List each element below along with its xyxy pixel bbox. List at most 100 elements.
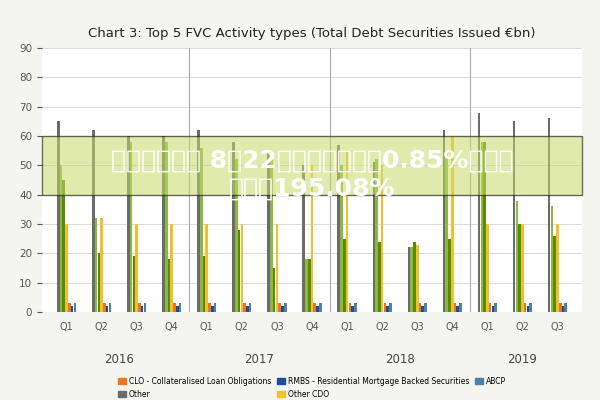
Bar	[346, 151, 349, 312]
Bar	[343, 239, 346, 312]
Bar	[103, 303, 106, 312]
Bar	[486, 224, 488, 312]
Bar	[548, 118, 550, 312]
Bar	[389, 303, 392, 312]
Text: 炒股证券公司 8月22日建龙转债下跌0.85%，转股
溢价率195.08%: 炒股证券公司 8月22日建龙转债下跌0.85%，转股 溢价率195.08%	[111, 149, 513, 201]
Text: 2016: 2016	[104, 353, 134, 366]
Bar	[448, 239, 451, 312]
Bar	[419, 303, 421, 312]
Bar	[235, 160, 238, 312]
Bar	[373, 162, 375, 312]
Bar	[340, 165, 343, 312]
Bar	[556, 224, 559, 312]
Bar	[349, 303, 351, 312]
Bar	[68, 303, 71, 312]
Bar	[413, 242, 416, 312]
Bar	[311, 165, 313, 312]
Bar	[170, 224, 173, 312]
Bar	[451, 136, 454, 312]
Legend: CLO - Collateralised Loan Obligations, Other, RMBS - Residential Mortgage Backed: CLO - Collateralised Loan Obligations, O…	[115, 374, 509, 400]
Bar	[141, 306, 143, 312]
Bar	[179, 303, 181, 312]
Bar	[205, 224, 208, 312]
Bar	[524, 303, 526, 312]
Bar	[143, 303, 146, 312]
Bar	[443, 130, 445, 312]
Bar	[244, 303, 246, 312]
Bar	[211, 306, 214, 312]
Bar	[249, 303, 251, 312]
Bar	[165, 142, 167, 312]
Text: 2019: 2019	[508, 353, 538, 366]
Bar	[386, 306, 389, 312]
Bar	[246, 306, 248, 312]
Bar	[130, 142, 133, 312]
Bar	[376, 160, 378, 312]
Bar	[173, 303, 176, 312]
Text: 2018: 2018	[385, 353, 415, 366]
Bar	[383, 303, 386, 312]
Bar	[445, 151, 448, 312]
Bar	[527, 306, 529, 312]
Bar	[457, 306, 459, 312]
Bar	[197, 130, 200, 312]
Bar	[92, 130, 95, 312]
Bar	[62, 180, 65, 312]
Bar	[551, 206, 553, 312]
Bar	[305, 259, 308, 312]
Bar	[494, 303, 497, 312]
Bar	[416, 244, 419, 312]
Bar	[270, 156, 273, 312]
Bar	[308, 259, 311, 312]
Bar	[424, 303, 427, 312]
Bar	[98, 253, 100, 312]
Bar	[71, 306, 73, 312]
Bar	[65, 224, 68, 312]
Bar	[241, 224, 243, 312]
Bar	[57, 121, 59, 312]
Bar	[208, 303, 211, 312]
Bar	[521, 224, 524, 312]
Bar	[562, 306, 564, 312]
Bar	[316, 306, 319, 312]
Bar	[351, 306, 354, 312]
Bar	[481, 142, 483, 312]
Bar	[167, 259, 170, 312]
Bar	[513, 121, 515, 312]
Bar	[275, 224, 278, 312]
Bar	[407, 248, 410, 312]
Bar	[381, 165, 383, 312]
Bar	[421, 306, 424, 312]
Bar	[278, 303, 281, 312]
Bar	[238, 230, 241, 312]
Bar	[410, 248, 413, 312]
Bar	[378, 242, 380, 312]
Bar	[313, 303, 316, 312]
Bar	[337, 145, 340, 312]
Bar	[489, 303, 491, 312]
Bar	[281, 306, 284, 312]
Bar	[559, 303, 562, 312]
Bar	[553, 236, 556, 312]
Bar	[203, 256, 205, 312]
FancyBboxPatch shape	[42, 136, 582, 195]
Bar	[529, 303, 532, 312]
Bar	[491, 306, 494, 312]
Bar	[284, 303, 287, 312]
Bar	[302, 165, 305, 312]
Bar	[60, 165, 62, 312]
Bar	[459, 303, 462, 312]
Bar	[478, 112, 481, 312]
Bar	[106, 306, 109, 312]
Bar	[176, 306, 179, 312]
Bar	[268, 151, 270, 312]
Bar	[319, 303, 322, 312]
Bar	[74, 303, 76, 312]
Bar	[354, 303, 356, 312]
Bar	[138, 303, 141, 312]
Title: Chart 3: Top 5 FVC Activity types (Total Debt Securities Issued €bn): Chart 3: Top 5 FVC Activity types (Total…	[88, 27, 536, 40]
Bar	[214, 303, 217, 312]
Text: 2017: 2017	[244, 353, 274, 366]
Bar	[100, 218, 103, 312]
Bar	[127, 136, 130, 312]
